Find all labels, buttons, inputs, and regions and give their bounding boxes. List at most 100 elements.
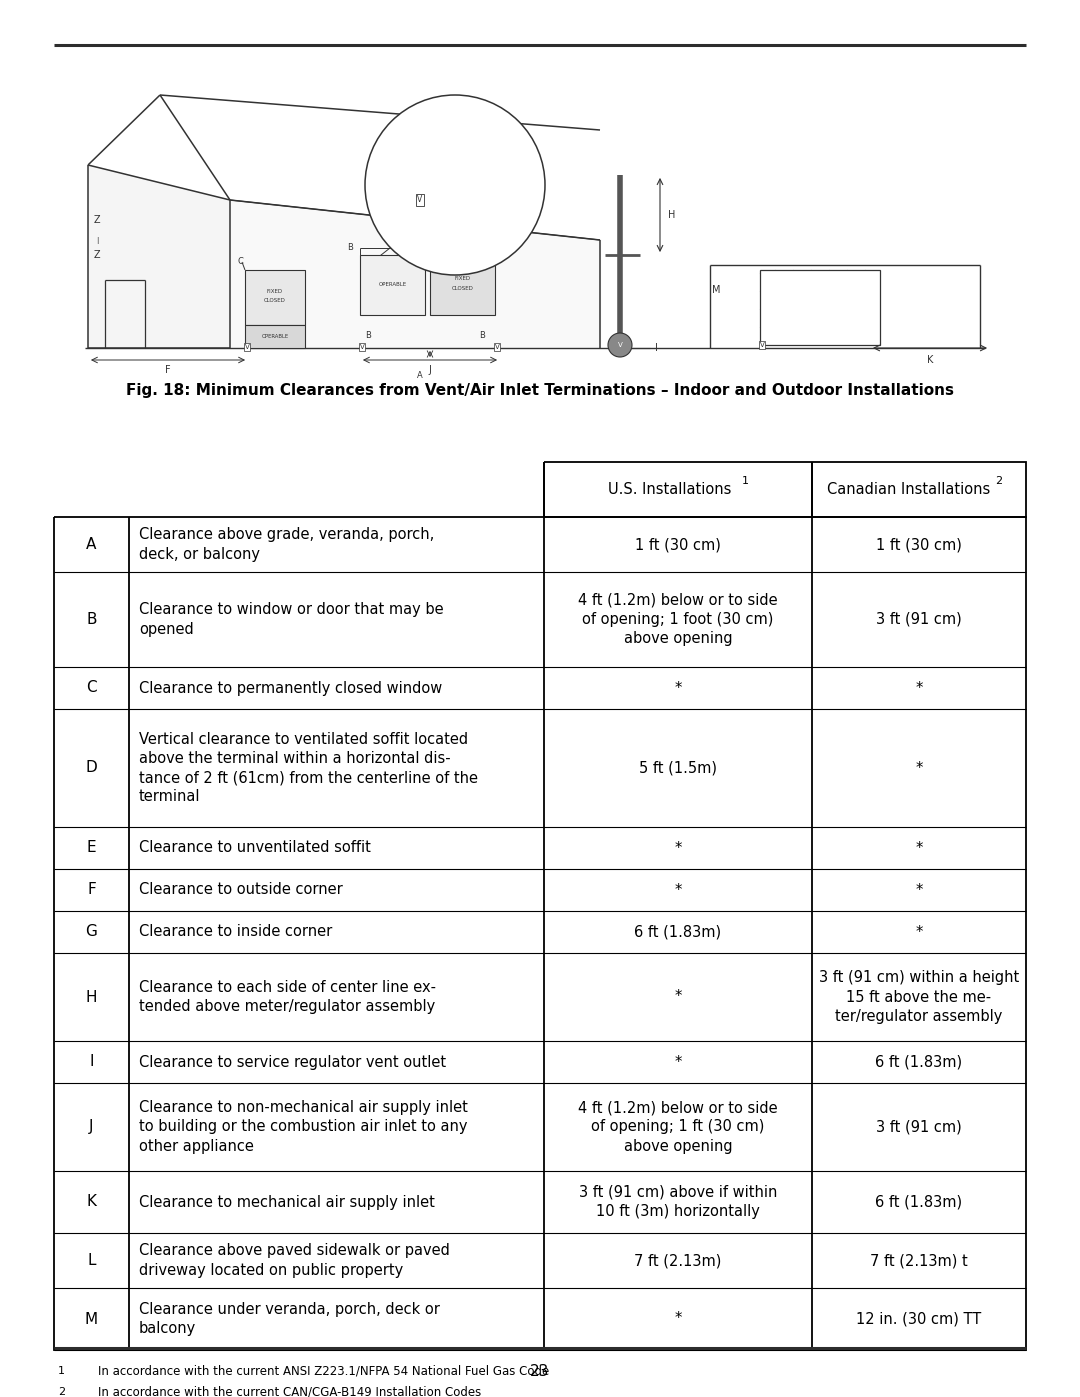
Text: 6 ft (1.83m): 6 ft (1.83m): [876, 1194, 962, 1210]
Text: *: *: [674, 883, 681, 897]
Text: J: J: [429, 365, 431, 374]
Text: Clearance to each side of center line ex-
tended above meter/regulator assembly: Clearance to each side of center line ex…: [139, 979, 436, 1014]
Text: 2: 2: [58, 1387, 65, 1397]
Bar: [245, 326, 305, 348]
Text: B: B: [347, 243, 353, 253]
Text: V: V: [495, 344, 499, 351]
Bar: [430, 256, 495, 314]
Text: 1 ft (30 cm): 1 ft (30 cm): [876, 536, 962, 552]
Text: J: J: [90, 1119, 94, 1134]
Text: *: *: [674, 989, 681, 1004]
Text: *: *: [674, 1312, 681, 1327]
Text: Clearance to unventilated soffit: Clearance to unventilated soffit: [139, 841, 370, 855]
Text: Clearance to permanently closed window: Clearance to permanently closed window: [139, 680, 442, 696]
Text: 4 ft (1.2m) below or to side
of opening; 1 ft (30 cm)
above opening: 4 ft (1.2m) below or to side of opening;…: [578, 1101, 778, 1154]
Ellipse shape: [365, 95, 545, 275]
Text: V: V: [245, 344, 249, 351]
Text: *: *: [916, 883, 922, 897]
Text: OPERABLE: OPERABLE: [261, 334, 288, 339]
Text: 23: 23: [530, 1365, 550, 1379]
Text: 1: 1: [58, 1366, 65, 1376]
Text: 2: 2: [995, 475, 1002, 486]
Text: 6 ft (1.83m): 6 ft (1.83m): [634, 925, 721, 940]
Text: *: *: [916, 841, 922, 855]
Text: K: K: [86, 1194, 96, 1210]
Text: *: *: [916, 925, 922, 940]
Polygon shape: [230, 200, 600, 348]
Text: 1: 1: [742, 475, 750, 486]
Text: Clearance to outside corner: Clearance to outside corner: [139, 883, 342, 897]
Text: Clearance to inside corner: Clearance to inside corner: [139, 925, 333, 940]
Text: 4 ft (1.2m) below or to side
of opening; 1 foot (30 cm)
above opening: 4 ft (1.2m) below or to side of opening;…: [578, 592, 778, 647]
Text: U.S. Installations: U.S. Installations: [608, 482, 731, 497]
Text: H: H: [669, 210, 675, 219]
Text: Clearance to window or door that may be
opened: Clearance to window or door that may be …: [139, 602, 444, 637]
Text: D: D: [85, 760, 97, 775]
Text: CLOSED: CLOSED: [451, 285, 473, 291]
Text: *: *: [674, 1055, 681, 1070]
Text: F: F: [87, 883, 96, 897]
Text: In accordance with the current ANSI Z223.1/NFPA 54 National Fuel Gas Code: In accordance with the current ANSI Z223…: [98, 1365, 550, 1377]
Text: Clearance to mechanical air supply inlet: Clearance to mechanical air supply inlet: [139, 1194, 435, 1210]
Text: FIXED: FIXED: [267, 289, 283, 293]
Text: C: C: [86, 680, 97, 696]
Text: F: F: [165, 365, 171, 374]
Text: Clearance above grade, veranda, porch,
deck, or balcony: Clearance above grade, veranda, porch, d…: [139, 528, 434, 562]
Text: OPERABLE: OPERABLE: [378, 282, 406, 288]
Text: In accordance with the current CAN/CGA-B149 Installation Codes: In accordance with the current CAN/CGA-B…: [98, 1386, 482, 1397]
Text: Z: Z: [94, 215, 100, 225]
Text: C: C: [238, 257, 243, 267]
Text: 3 ft (91 cm) above if within
10 ft (3m) horizontally: 3 ft (91 cm) above if within 10 ft (3m) …: [579, 1185, 778, 1220]
Text: G: G: [85, 925, 97, 940]
Text: A: A: [86, 536, 97, 552]
Text: I: I: [90, 1055, 94, 1070]
Text: *: *: [916, 760, 922, 775]
Text: 6 ft (1.83m): 6 ft (1.83m): [876, 1055, 962, 1070]
Text: CORNER DETAIL: CORNER DETAIL: [421, 116, 489, 124]
Text: CLOSED: CLOSED: [265, 298, 286, 303]
Text: V: V: [618, 342, 622, 348]
Text: H: H: [85, 989, 97, 1004]
Text: 7 ft (2.13m) t: 7 ft (2.13m) t: [870, 1253, 968, 1268]
Text: |: |: [96, 236, 98, 243]
Text: Canadian Installations: Canadian Installations: [827, 482, 990, 497]
Text: 3 ft (91 cm) within a height
15 ft above the me-
ter/regulator assembly: 3 ft (91 cm) within a height 15 ft above…: [819, 971, 1020, 1024]
Text: B: B: [480, 331, 485, 339]
Text: A: A: [417, 370, 423, 380]
Text: INSIDE: INSIDE: [441, 106, 469, 115]
Text: V: V: [417, 196, 422, 204]
Bar: [360, 256, 426, 314]
Text: E: E: [86, 841, 96, 855]
Text: A: A: [427, 186, 433, 194]
Text: M: M: [712, 285, 720, 295]
Text: Clearance under veranda, porch, deck or
balcony: Clearance under veranda, porch, deck or …: [139, 1302, 440, 1336]
Polygon shape: [87, 165, 230, 348]
Text: FIXED: FIXED: [455, 277, 471, 282]
Text: 7 ft (2.13m): 7 ft (2.13m): [634, 1253, 721, 1268]
Text: G: G: [485, 224, 491, 232]
Text: 3 ft (91 cm): 3 ft (91 cm): [876, 612, 962, 627]
Text: M: M: [85, 1312, 98, 1327]
Text: Fig. 18: Minimum Clearances from Vent/Air Inlet Terminations – Indoor and Outdoo: Fig. 18: Minimum Clearances from Vent/Ai…: [126, 383, 954, 398]
Bar: [245, 270, 305, 326]
Text: L: L: [87, 1253, 96, 1268]
Circle shape: [608, 332, 632, 358]
Text: I: I: [654, 344, 658, 353]
Text: B: B: [365, 331, 370, 339]
Text: 1 ft (30 cm): 1 ft (30 cm): [635, 536, 721, 552]
Text: *: *: [916, 680, 922, 696]
Text: Clearance above paved sidewalk or paved
driveway located on public property: Clearance above paved sidewalk or paved …: [139, 1243, 450, 1278]
Text: 3 ft (91 cm): 3 ft (91 cm): [876, 1119, 962, 1134]
Text: V: V: [759, 342, 765, 348]
Text: B: B: [424, 239, 430, 249]
Text: K: K: [927, 355, 933, 365]
Text: 5 ft (1.5m): 5 ft (1.5m): [639, 760, 717, 775]
Text: Vertical clearance to ventilated soffit located
above the terminal within a hori: Vertical clearance to ventilated soffit …: [139, 732, 478, 805]
Text: Clearance to non-mechanical air supply inlet
to building or the combustion air i: Clearance to non-mechanical air supply i…: [139, 1101, 468, 1154]
Text: B: B: [86, 612, 97, 627]
Text: *: *: [674, 680, 681, 696]
Text: Z: Z: [94, 250, 100, 260]
Text: 12 in. (30 cm) TT: 12 in. (30 cm) TT: [856, 1312, 982, 1327]
Bar: [760, 270, 880, 345]
Text: Clearance to service regulator vent outlet: Clearance to service regulator vent outl…: [139, 1055, 446, 1070]
